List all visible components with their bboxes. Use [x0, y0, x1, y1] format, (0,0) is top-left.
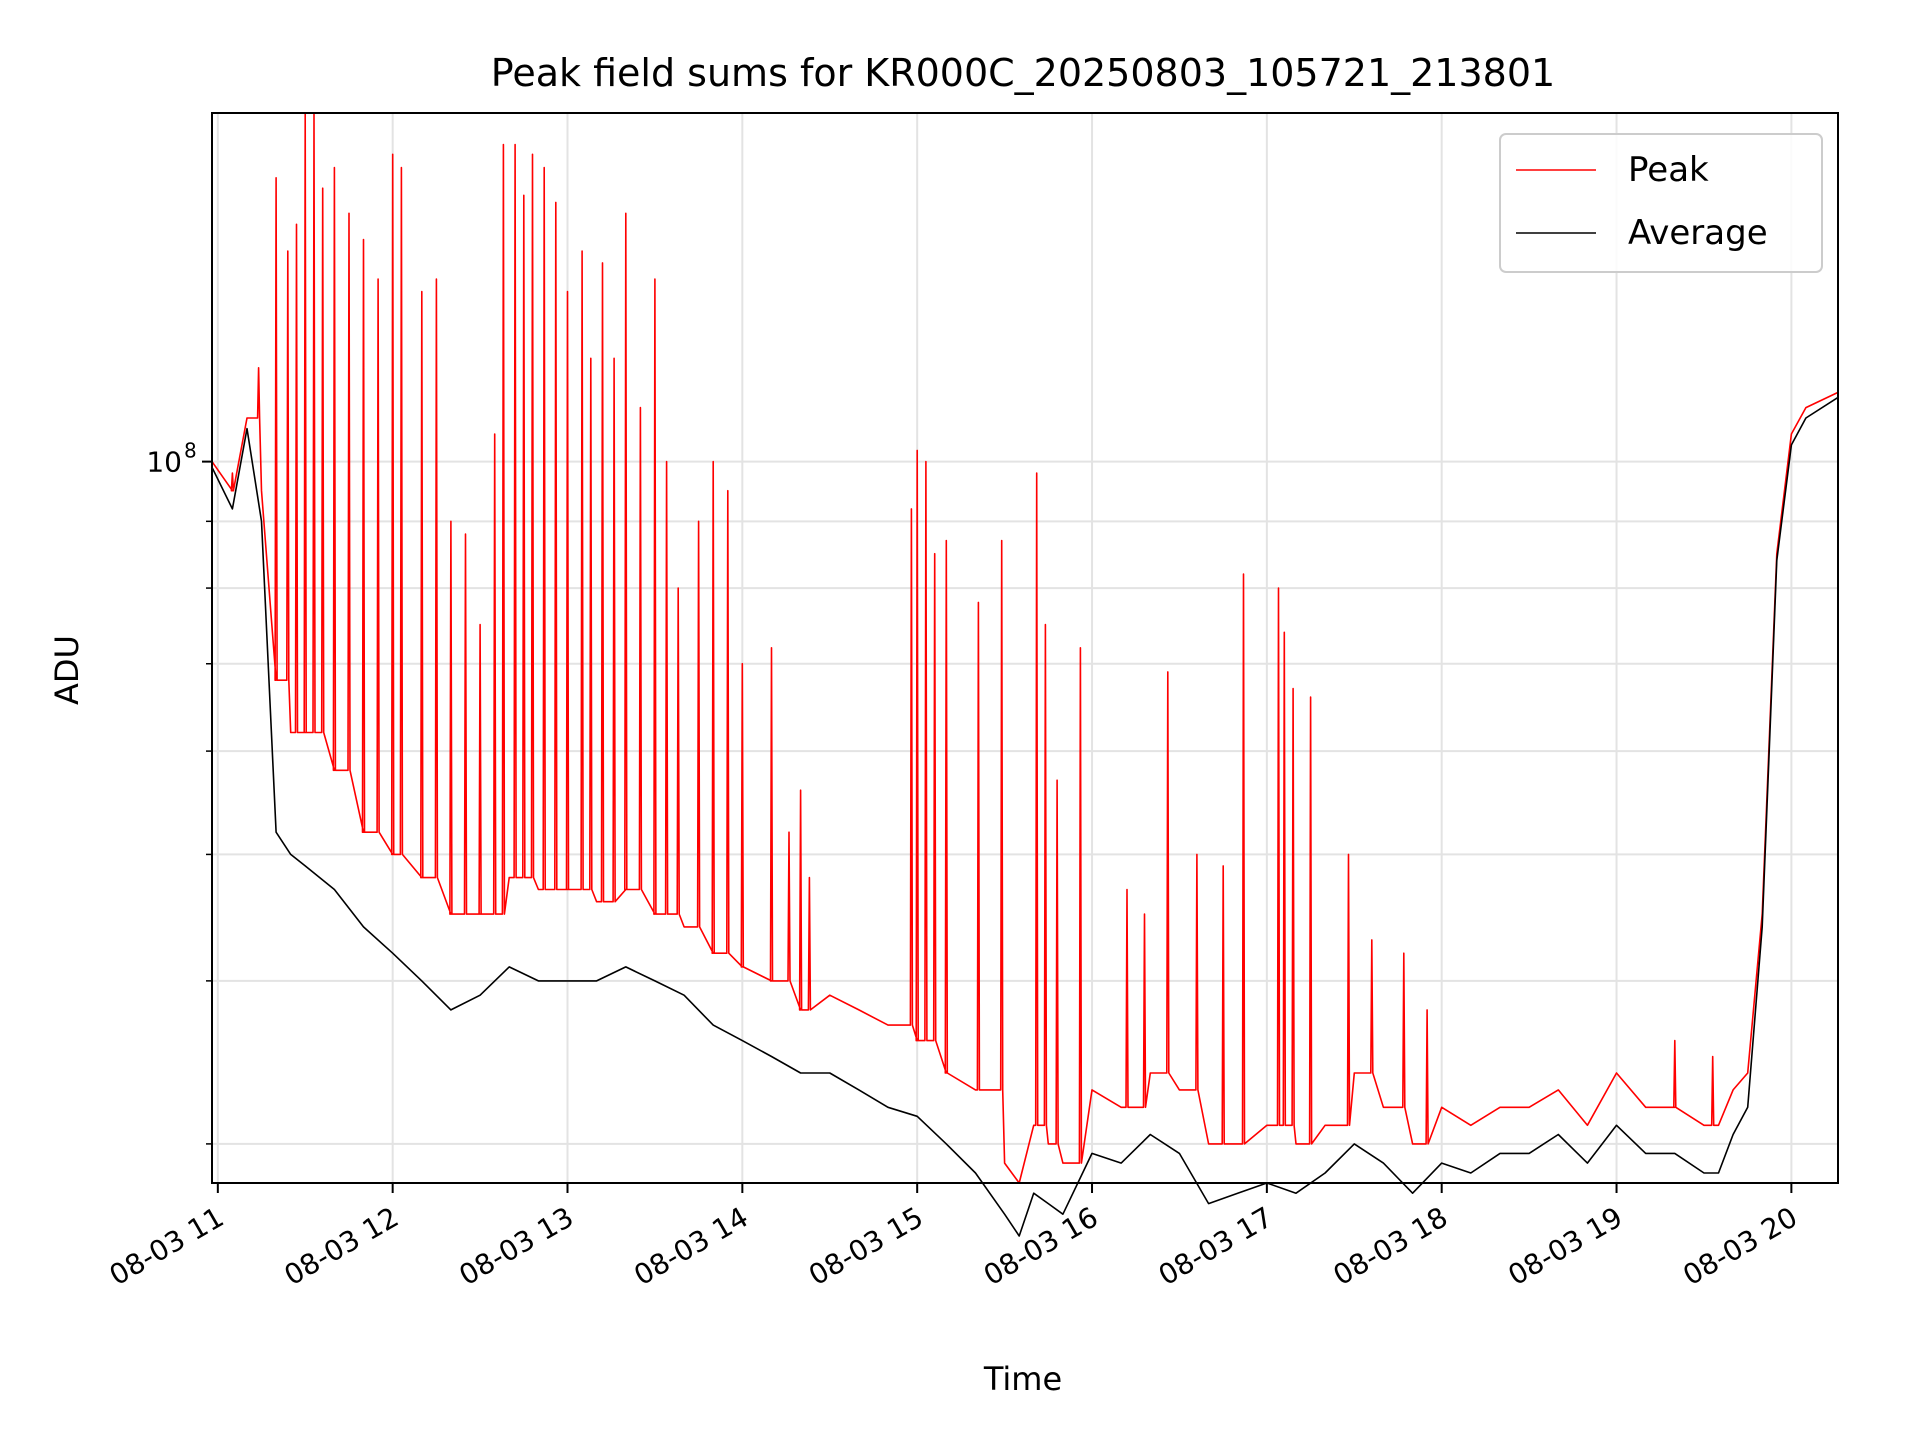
legend-box	[1499, 133, 1823, 273]
series-layer	[211, 112, 1839, 1237]
legend: Peak Average	[1499, 133, 1823, 273]
chart-title: Peak field sums for KR000C_20250803_1057…	[491, 51, 1555, 95]
x-axis-label: Time	[983, 1360, 1062, 1398]
legend-label-peak: Peak	[1628, 150, 1709, 190]
plot-frame	[211, 112, 1839, 1184]
y-tick-label: 10	[146, 446, 182, 479]
series-line-peak	[211, 112, 1839, 1184]
y-tick-label-exponent: 8	[184, 439, 197, 463]
legend-label-average: Average	[1628, 213, 1768, 253]
series-line-average	[211, 396, 1839, 1237]
y-axis-label: ADU	[48, 635, 86, 705]
y-axis: 10 8	[146, 439, 212, 1145]
